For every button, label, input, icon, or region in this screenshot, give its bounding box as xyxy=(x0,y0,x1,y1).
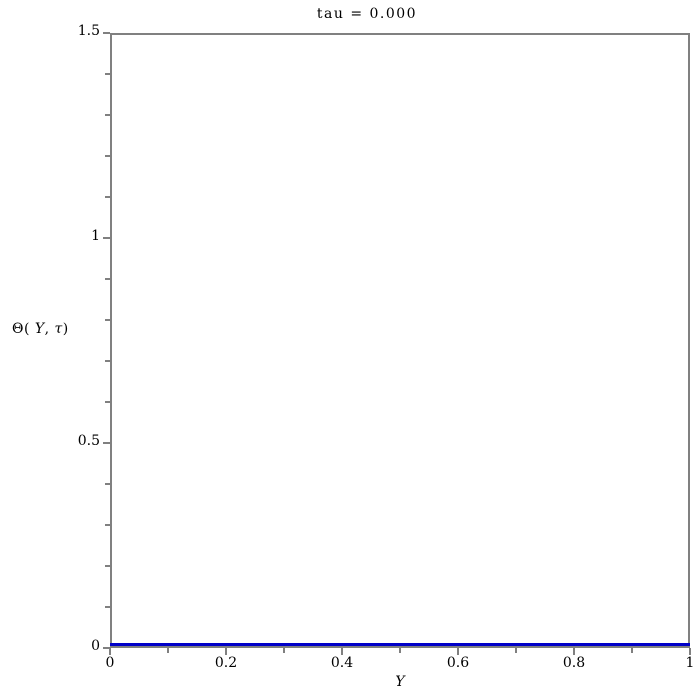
x-major-tick xyxy=(457,648,459,655)
x-tick-label: 0.2 xyxy=(214,655,238,671)
plot-title: tau = 0.000 xyxy=(316,6,418,22)
y-axis-label-var-y: Y xyxy=(34,321,45,337)
x-major-tick xyxy=(689,648,691,655)
x-tick-label: 0 xyxy=(105,655,115,671)
plot-area xyxy=(110,33,690,648)
x-tick-label: 1 xyxy=(685,655,695,671)
x-minor-tick xyxy=(167,648,169,653)
y-major-tick xyxy=(103,647,110,649)
y-tick-label: 1.5 xyxy=(77,23,100,39)
x-axis-label: Y xyxy=(395,674,405,690)
y-axis-label-var-tau: τ xyxy=(54,321,63,337)
x-tick-label: 0.6 xyxy=(446,655,470,671)
y-axis-label: Θ( Y, τ) xyxy=(12,321,69,337)
y-major-tick xyxy=(103,237,110,239)
x-tick-label: 0.4 xyxy=(330,655,354,671)
y-tick-label: 0.5 xyxy=(77,433,100,449)
x-minor-tick xyxy=(283,648,285,653)
x-tick-label: 0.8 xyxy=(562,655,586,671)
y-major-tick xyxy=(103,442,110,444)
y-axis-label-separator: , xyxy=(44,321,55,337)
x-major-tick xyxy=(573,648,575,655)
x-minor-tick xyxy=(399,648,401,653)
x-minor-tick xyxy=(515,648,517,653)
y-tick-label: 0 xyxy=(91,638,100,654)
y-axis-label-close: ) xyxy=(62,321,69,337)
x-major-tick xyxy=(341,648,343,655)
y-tick-label: 1 xyxy=(91,228,100,244)
x-major-tick xyxy=(109,648,111,655)
x-major-tick xyxy=(225,648,227,655)
y-major-tick xyxy=(103,32,110,34)
x-minor-tick xyxy=(631,648,633,653)
y-axis-label-theta: Θ( xyxy=(12,321,35,337)
